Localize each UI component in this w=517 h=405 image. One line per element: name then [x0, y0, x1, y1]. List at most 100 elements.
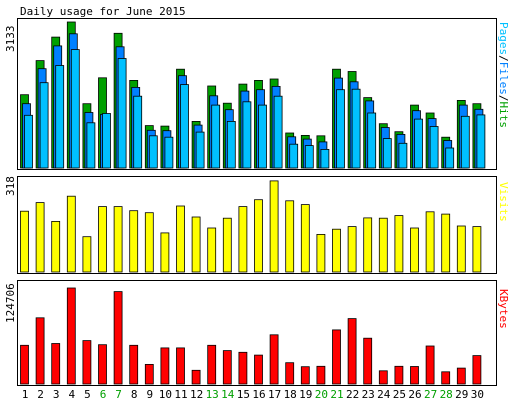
kbytes-bar	[425, 345, 435, 385]
day-label: 6	[100, 388, 107, 401]
pages-bar	[289, 143, 299, 169]
day-label: 20	[315, 388, 328, 401]
kbytes-bar	[129, 344, 139, 385]
visits-bar	[254, 199, 263, 273]
visits-bar	[98, 206, 107, 273]
day-label: 19	[299, 388, 312, 401]
kbytes-bar	[410, 366, 419, 385]
visits-bar	[238, 206, 248, 273]
kbytes-bar	[35, 317, 45, 385]
kbytes-panel-ymax-label: 124706	[4, 283, 17, 323]
hits-panel-ymax-label: 3133	[4, 26, 17, 53]
pages-bar	[55, 65, 65, 169]
kbytes-bars	[20, 287, 482, 385]
kbytes-legend-label: KBytes	[497, 289, 510, 329]
day-label: 13	[206, 388, 219, 401]
pages-bar	[398, 142, 408, 169]
visits-bar	[316, 233, 326, 273]
kbytes-bar	[144, 363, 154, 385]
day-label: 22	[346, 388, 359, 401]
visits-bar	[66, 195, 76, 273]
visits-bar	[441, 213, 451, 273]
pages-bar	[320, 148, 330, 169]
visits-legend-label: Visits	[497, 182, 510, 222]
hits-legend-label: Hits	[497, 102, 510, 129]
kbytes-panel-frame	[17, 280, 497, 386]
chart-title: Daily usage for June 2015	[20, 5, 186, 18]
day-label: 12	[190, 388, 203, 401]
kbytes-bar	[285, 362, 295, 385]
day-axis-labels: 1 2 3 4 5 6 7 8 9 10 11 12 13 14 15 16 17 18 19 20 21 22 23 24 2…	[22, 388, 484, 401]
visits-bar	[425, 211, 435, 273]
pages-bar	[117, 58, 127, 169]
visits-bar	[394, 215, 404, 273]
kbytes-bar	[222, 350, 232, 385]
day-label: 1	[22, 388, 29, 401]
kbytes-bar	[191, 369, 201, 385]
day-label: 14	[221, 388, 235, 401]
kbytes-bar	[20, 344, 29, 385]
visits-bar	[129, 210, 139, 273]
pages-bar	[367, 112, 377, 169]
visits-bar	[300, 204, 310, 273]
kbytes-bar	[176, 347, 185, 385]
pages-bar	[445, 147, 455, 169]
pages-bar	[39, 82, 49, 169]
kbytes-bar	[363, 337, 373, 385]
kbytes-bar	[300, 366, 310, 385]
day-label: 27	[424, 388, 437, 401]
day-label: 24	[377, 388, 391, 401]
visits-bar	[35, 202, 45, 273]
day-label: 18	[284, 388, 297, 401]
visits-bar	[20, 210, 29, 273]
kbytes-bar	[254, 354, 263, 385]
day-label: 10	[159, 388, 172, 401]
day-label: 11	[174, 388, 187, 401]
pages-bar	[414, 118, 423, 169]
pages-bar	[336, 89, 345, 169]
visits-bar	[363, 217, 373, 273]
pages-bar	[273, 95, 283, 169]
visits-bar	[160, 232, 170, 273]
pages-bar	[211, 104, 221, 169]
kbytes-bar	[113, 291, 123, 385]
visits-bar	[410, 227, 419, 273]
files-legend-label: Files	[497, 62, 510, 95]
day-label: 8	[131, 388, 138, 401]
pages-bar	[195, 131, 205, 169]
pages-bar	[382, 138, 392, 169]
pages-legend-label: Pages	[497, 22, 510, 55]
kbytes-bar	[160, 347, 170, 385]
kbytes-bar	[394, 365, 404, 385]
kbytes-bar	[347, 318, 357, 385]
kbytes-bar	[51, 343, 61, 385]
legend-separator: /	[497, 55, 510, 62]
kbytes-bar	[66, 287, 76, 385]
kbytes-bar	[82, 340, 92, 385]
kbytes-bar	[441, 371, 451, 385]
kbytes-bar	[472, 355, 482, 385]
day-label: 9	[146, 388, 153, 401]
visits-panel-ymax-label: 318	[4, 176, 17, 196]
pages-bar	[70, 49, 80, 169]
hits-panel-ylabel: Pages/Files/Hits	[497, 22, 510, 128]
visits-bars	[20, 180, 482, 273]
day-label: 30	[471, 388, 484, 401]
kbytes-bar	[378, 370, 388, 385]
day-label: 28	[440, 388, 453, 401]
visits-bar	[82, 236, 92, 273]
kbytes-bar	[207, 344, 217, 385]
pages-bar	[133, 95, 143, 169]
visits-bar	[456, 225, 466, 273]
day-label: 4	[68, 388, 75, 401]
visits-bar	[191, 216, 201, 273]
day-label: 5	[84, 388, 91, 401]
visits-bar	[51, 220, 61, 273]
pages-bar	[476, 114, 486, 169]
kbytes-bar	[98, 344, 107, 385]
visits-bar	[332, 228, 341, 273]
pages-bar	[226, 121, 236, 169]
pages-bar	[460, 115, 470, 169]
